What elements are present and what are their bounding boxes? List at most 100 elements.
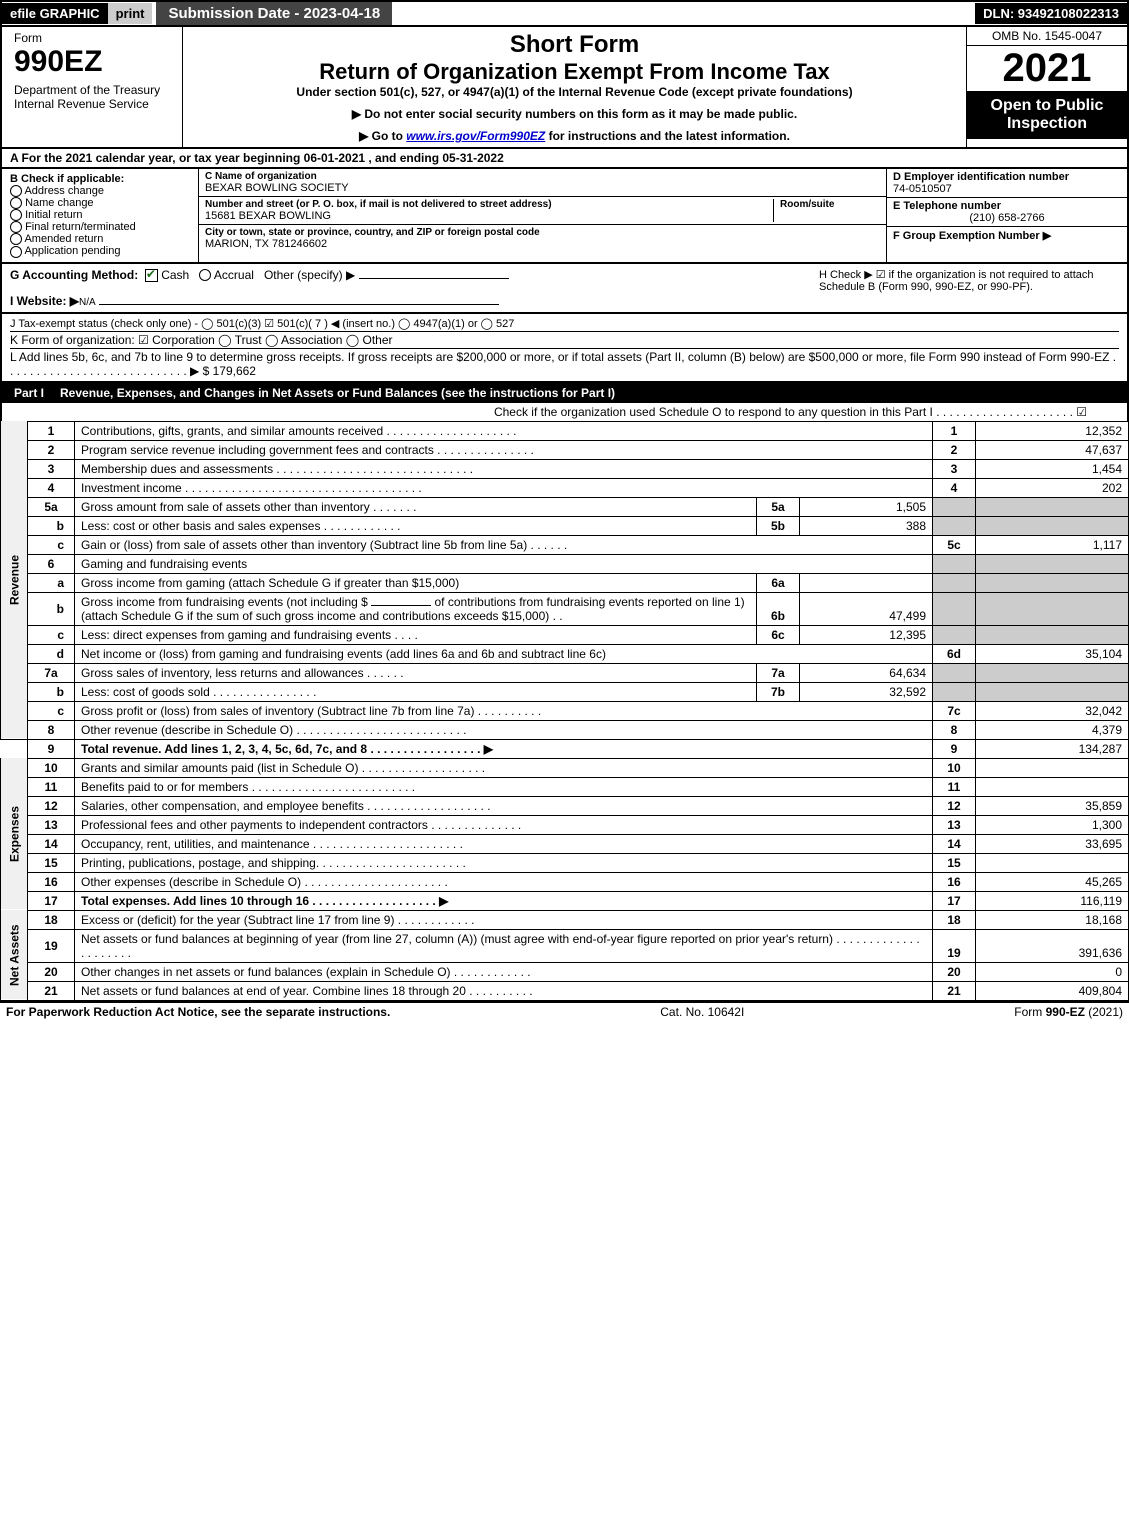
line-j: J Tax-exempt status (check only one) - ◯… (10, 316, 1119, 331)
ein-label: D Employer identification number (893, 171, 1121, 183)
omb-number: OMB No. 1545-0047 (967, 27, 1127, 46)
section-c: C Name of organization BEXAR BOWLING SOC… (199, 169, 886, 262)
line-num: 18 (28, 910, 75, 929)
print-button[interactable]: print (108, 3, 153, 24)
col-val: 116,119 (976, 891, 1129, 910)
col-num: 12 (933, 796, 976, 815)
col-num: 3 (933, 459, 976, 478)
line-desc: Grants and similar amounts paid (list in… (75, 758, 933, 777)
line-desc: Total expenses. Add lines 10 through 16 … (75, 891, 933, 910)
mini-val: 388 (800, 516, 933, 535)
cash-checkbox[interactable] (145, 269, 158, 282)
col-num: 18 (933, 910, 976, 929)
open-to-public: Open to Public Inspection (967, 91, 1127, 139)
other-label: Other (specify) ▶ (264, 268, 355, 282)
line-desc: Gross sales of inventory, less returns a… (75, 663, 757, 682)
mini-val: 12,395 (800, 625, 933, 644)
subtitle: Under section 501(c), 527, or 4947(a)(1)… (191, 85, 958, 99)
line-desc: Other changes in net assets or fund bala… (75, 962, 933, 981)
line-num: 11 (28, 777, 75, 796)
line-h: H Check ▶ ☑ if the organization is not r… (819, 268, 1119, 308)
net-assets-side-label: Net Assets (1, 910, 28, 1000)
irs-link[interactable]: www.irs.gov/Form990EZ (406, 129, 545, 143)
line-desc: Benefits paid to or for members . . . . … (75, 777, 933, 796)
section-b-header: B Check if applicable: (10, 173, 190, 185)
shade (976, 625, 1129, 644)
accrual-checkbox[interactable] (199, 269, 211, 281)
shade (933, 516, 976, 535)
line-num: 16 (28, 872, 75, 891)
accounting-label: G Accounting Method: (10, 268, 138, 282)
section-gh: G Accounting Method: Cash Accrual Other … (0, 264, 1129, 314)
website-value: N/A (79, 297, 96, 308)
notice-goto: ▶ Go to www.irs.gov/Form990EZ for instru… (191, 129, 958, 143)
department: Department of the Treasury Internal Reve… (14, 83, 174, 111)
shade (976, 592, 1129, 625)
desc-part1: Gross income from fundraising events (no… (81, 595, 368, 609)
total-expenses-label: Total expenses. Add lines 10 through 16 … (81, 894, 448, 908)
check-name-change[interactable]: Name change (10, 197, 190, 209)
footer-right: Form 990-EZ (2021) (1014, 1005, 1123, 1019)
line-desc: Gross income from gaming (attach Schedul… (75, 573, 757, 592)
line-desc: Occupancy, rent, utilities, and maintena… (75, 834, 933, 853)
line-desc: Gain or (loss) from sale of assets other… (75, 535, 933, 554)
mini-val: 1,505 (800, 497, 933, 516)
check-application-pending[interactable]: Application pending (10, 245, 190, 257)
line-desc: Gaming and fundraising events (75, 554, 933, 573)
col-num: 9 (933, 739, 976, 758)
part-1-check-o: Check if the organization used Schedule … (0, 403, 1129, 421)
part-title: Revenue, Expenses, and Changes in Net As… (60, 386, 615, 400)
line-desc: Professional fees and other payments to … (75, 815, 933, 834)
mini-num: 7a (757, 663, 800, 682)
page-footer: For Paperwork Reduction Act Notice, see … (0, 1001, 1129, 1021)
blank-input[interactable] (371, 605, 431, 606)
check-address-change[interactable]: Address change (10, 185, 190, 197)
line-num: c (28, 625, 75, 644)
cash-label: Cash (161, 268, 189, 282)
mini-num: 6a (757, 573, 800, 592)
other-input[interactable] (359, 278, 509, 279)
phone-value: (210) 658-2766 (893, 212, 1121, 224)
shade (933, 554, 976, 573)
col-num: 21 (933, 981, 976, 1000)
footer-form-year: (2021) (1085, 1005, 1123, 1019)
section-b: B Check if applicable: Address change Na… (2, 169, 199, 262)
check-label: Final return/terminated (25, 221, 136, 233)
col-num: 17 (933, 891, 976, 910)
line-num: b (28, 682, 75, 701)
line-desc: Less: cost of goods sold . . . . . . . .… (75, 682, 757, 701)
col-val: 202 (976, 478, 1129, 497)
line-desc: Membership dues and assessments . . . . … (75, 459, 933, 478)
check-final-return[interactable]: Final return/terminated (10, 221, 190, 233)
col-num: 11 (933, 777, 976, 796)
shade (933, 497, 976, 516)
col-val: 18,168 (976, 910, 1129, 929)
mini-num: 5b (757, 516, 800, 535)
line-desc: Other expenses (describe in Schedule O) … (75, 872, 933, 891)
line-desc: Investment income . . . . . . . . . . . … (75, 478, 933, 497)
shade (976, 516, 1129, 535)
line-desc: Less: direct expenses from gaming and fu… (75, 625, 757, 644)
ein-value: 74-0510507 (893, 183, 1121, 195)
col-num: 4 (933, 478, 976, 497)
mini-num: 6c (757, 625, 800, 644)
top-bar: efile GRAPHIC print Submission Date - 20… (0, 0, 1129, 27)
line-num: 3 (28, 459, 75, 478)
shade (933, 663, 976, 682)
line-num: b (28, 516, 75, 535)
line-l: L Add lines 5b, 6c, and 7b to line 9 to … (10, 348, 1119, 379)
col-val: 391,636 (976, 929, 1129, 962)
line-desc: Total revenue. Add lines 1, 2, 3, 4, 5c,… (75, 739, 933, 758)
check-amended-return[interactable]: Amended return (10, 233, 190, 245)
shade (976, 573, 1129, 592)
notice-ssn: ▶ Do not enter social security numbers o… (191, 107, 958, 121)
shade (933, 573, 976, 592)
expenses-side-label: Expenses (1, 758, 28, 910)
shade (976, 663, 1129, 682)
check-initial-return[interactable]: Initial return (10, 209, 190, 221)
dln: DLN: 93492108022313 (975, 3, 1127, 24)
col-val: 0 (976, 962, 1129, 981)
line-num: 20 (28, 962, 75, 981)
room-label: Room/suite (780, 199, 880, 210)
line-desc: Net income or (loss) from gaming and fun… (75, 644, 933, 663)
